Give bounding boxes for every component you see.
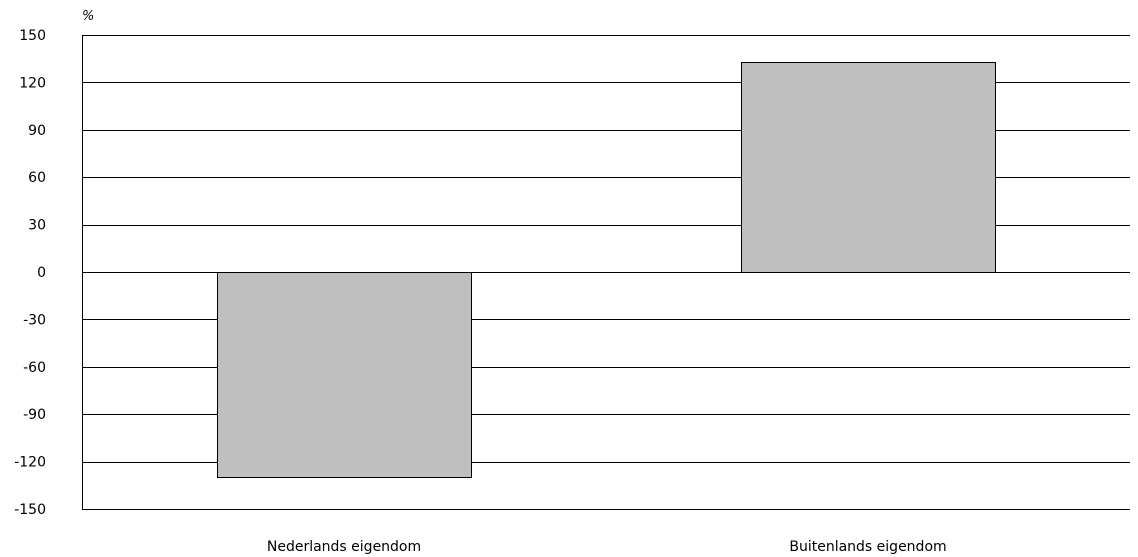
- y-tick-label: 30: [28, 218, 46, 234]
- y-tick-label: 60: [28, 170, 46, 186]
- y-tick-label: -30: [23, 312, 46, 328]
- y-tick-label: -60: [23, 360, 46, 376]
- y-tick-label: 90: [28, 123, 46, 139]
- y-tick-label: 150: [19, 28, 46, 44]
- y-tick-label: 0: [37, 265, 46, 281]
- y-unit-label: %: [82, 9, 94, 24]
- x-category-label: Nederlands eigendom: [267, 539, 421, 555]
- y-tick-label: -150: [14, 502, 46, 518]
- x-category-labels: Nederlands eigendom Buitenlands eigendom: [267, 539, 947, 555]
- y-tick-label: -120: [14, 455, 46, 471]
- axes: [82, 35, 1130, 510]
- y-tick-label: -90: [23, 407, 46, 423]
- bar-2: [741, 62, 996, 273]
- y-tick-labels: 150 120 90 60 30 0 -30 -60 -90 -120 -150: [14, 28, 46, 518]
- bar-1: [217, 272, 472, 478]
- bars: [217, 62, 996, 478]
- y-tick-label: 120: [19, 75, 46, 91]
- x-category-label: Buitenlands eigendom: [789, 539, 946, 555]
